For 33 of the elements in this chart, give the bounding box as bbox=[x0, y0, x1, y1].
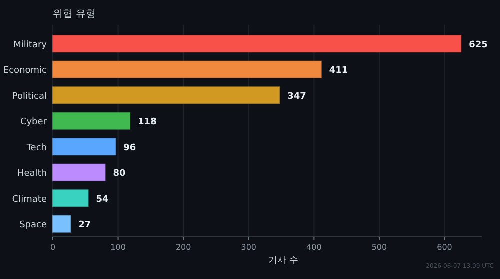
bar bbox=[52, 215, 72, 233]
chart-title: 위협 유형 bbox=[53, 9, 96, 20]
y-tick-label: Space bbox=[20, 220, 48, 231]
y-tick-label: Health bbox=[17, 169, 47, 180]
data-label: 54 bbox=[96, 194, 109, 205]
x-tick-label: 0 bbox=[50, 243, 56, 252]
x-tick-label: 300 bbox=[241, 243, 257, 252]
y-tick-label: Economic bbox=[3, 66, 48, 76]
y-tick-label: Cyber bbox=[20, 118, 48, 128]
x-tick-label: 600 bbox=[437, 243, 452, 252]
x-tick-label: 200 bbox=[176, 243, 192, 252]
y-tick-label: Military bbox=[14, 40, 48, 50]
bar bbox=[52, 35, 462, 53]
bar bbox=[52, 86, 280, 104]
data-label: 80 bbox=[113, 169, 126, 180]
y-tick-label: Tech bbox=[26, 143, 47, 154]
y-tick-label: Political bbox=[12, 92, 47, 102]
data-label: 625 bbox=[469, 40, 488, 50]
bar bbox=[52, 164, 106, 182]
data-label: 96 bbox=[124, 143, 136, 154]
bar bbox=[52, 138, 116, 156]
x-tick-label: 100 bbox=[110, 243, 126, 252]
data-label: 118 bbox=[138, 118, 157, 128]
bar bbox=[52, 190, 89, 208]
data-label: 27 bbox=[78, 220, 92, 231]
data-label: 411 bbox=[329, 66, 348, 76]
bar bbox=[52, 112, 131, 130]
x-axis-title: 기사 수 bbox=[268, 256, 298, 266]
x-tick-label: 400 bbox=[306, 243, 322, 252]
x-tick-label: 500 bbox=[372, 243, 388, 252]
bar bbox=[52, 60, 322, 78]
y-tick-label: Climate bbox=[12, 194, 48, 205]
data-label: 347 bbox=[288, 92, 306, 102]
